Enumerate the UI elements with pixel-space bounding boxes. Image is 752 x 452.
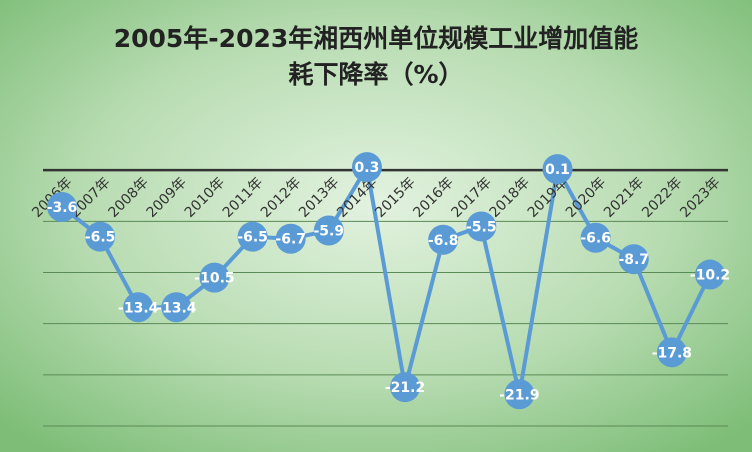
- marker: [313, 215, 344, 246]
- data-label: -8.7: [618, 252, 649, 268]
- marker: [656, 337, 687, 368]
- data-label: -3.6: [47, 200, 78, 216]
- data-label: -17.8: [652, 345, 692, 361]
- data-label: 0.1: [545, 162, 570, 178]
- data-label: -5.5: [466, 219, 497, 235]
- data-label: -6.5: [237, 230, 268, 246]
- data-label: -10.5: [194, 271, 234, 287]
- chart-title: 2005年-2023年湘西州单位规模工业增加值能: [114, 24, 639, 53]
- marker: [618, 244, 649, 275]
- data-label: -6.6: [580, 231, 611, 247]
- data-label: -6.5: [85, 230, 116, 246]
- marker: [237, 221, 268, 252]
- marker: [695, 259, 725, 290]
- marker: [466, 211, 497, 242]
- marker: [542, 154, 573, 185]
- data-label: -10.2: [690, 268, 730, 284]
- marker: [428, 224, 459, 255]
- marker: [580, 222, 611, 253]
- data-label: -5.9: [314, 224, 345, 240]
- data-label: -21.9: [499, 387, 539, 403]
- data-label: -13.4: [156, 300, 197, 316]
- data-label: -6.7: [275, 232, 306, 248]
- marker: [275, 223, 306, 254]
- marker: [390, 372, 421, 403]
- marker: [123, 292, 154, 323]
- chart-title: 耗下降率（%）: [288, 60, 463, 89]
- marker: [351, 152, 382, 183]
- marker: [85, 221, 116, 252]
- data-label: 0.3: [355, 160, 380, 176]
- marker: [47, 192, 77, 223]
- marker: [199, 262, 230, 293]
- data-label: -21.2: [385, 380, 425, 396]
- data-label: -6.8: [428, 233, 459, 249]
- marker: [504, 379, 535, 410]
- data-label: -13.4: [118, 300, 159, 316]
- marker: [161, 292, 192, 323]
